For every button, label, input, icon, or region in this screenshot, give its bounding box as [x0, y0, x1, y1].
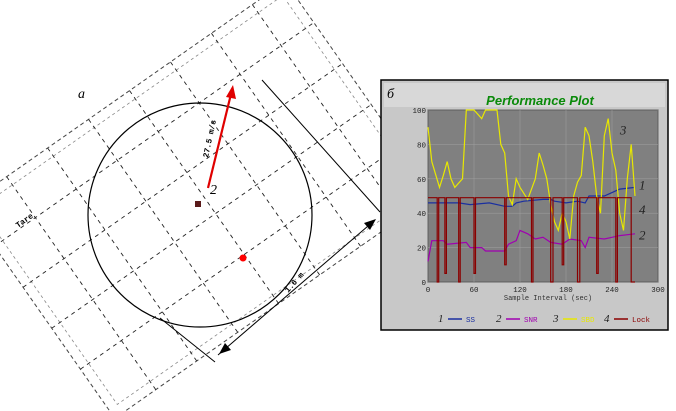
side-label: Tare	[15, 212, 36, 231]
radar-circle	[87, 102, 313, 328]
panel-a: a	[0, 0, 435, 411]
y-tick-label: 60	[417, 177, 427, 185]
legend-number: 1	[438, 313, 444, 325]
legend-number: 2	[496, 313, 502, 325]
series-number-labels: 1 2 3 4	[619, 123, 646, 243]
x-tick-label: 120	[513, 287, 527, 295]
legend-label: SNR	[524, 317, 538, 325]
y-tick-label: 20	[417, 246, 427, 254]
x-tick-label: 0	[426, 287, 431, 295]
series-line-lock	[428, 197, 635, 283]
panel-b-letter: б	[387, 87, 395, 102]
chart-title: Performance Plot	[486, 93, 594, 108]
series-layer	[427, 109, 636, 283]
dimension-lines	[159, 79, 381, 363]
red-marker	[239, 254, 247, 262]
window-header	[384, 83, 665, 107]
dark-marker	[195, 201, 201, 207]
legend-label: Lock	[632, 317, 651, 325]
velocity-arrow	[206, 93, 233, 189]
series-line-sbd	[427, 109, 636, 240]
legend-label: SS	[466, 317, 476, 325]
series-line-snr	[427, 229, 636, 262]
y-tick-label: 0	[421, 280, 426, 288]
x-tick-label: 180	[559, 287, 573, 295]
legend-number: 3	[552, 313, 559, 325]
x-axis-label: Sample Interval (sec)	[504, 295, 592, 303]
y-tick-label: 80	[417, 142, 427, 150]
x-tick-label: 300	[651, 287, 665, 295]
series-number-2: 2	[639, 228, 646, 243]
dimension-arrowhead-bottom	[219, 343, 231, 354]
arrow-number-label: 2	[210, 183, 217, 198]
legend-label: SBD	[581, 317, 595, 325]
panel-a-letter: a	[78, 87, 85, 102]
y-tick-label: 40	[417, 211, 427, 219]
dimension-arrowhead-top	[364, 219, 376, 230]
legend-number: 4	[604, 313, 610, 325]
series-number-3: 3	[619, 123, 627, 138]
legend: 1 SS 2 SNR 3 SBD 4 Lock	[438, 313, 651, 325]
velocity-arrowhead	[226, 85, 236, 99]
rotated-grid	[0, 0, 435, 411]
y-tick-label: 100	[412, 108, 426, 116]
ticks-layer: 0 60 120 180 240 300 0 20 40 60 80 100	[412, 108, 665, 295]
panel-b: б Performance Plot 0 60 120 180 240 300020406…	[380, 79, 669, 331]
x-tick-label: 60	[469, 287, 479, 295]
series-number-1: 1	[639, 178, 646, 193]
series-number-4: 4	[639, 202, 646, 217]
x-tick-label: 240	[605, 287, 619, 295]
